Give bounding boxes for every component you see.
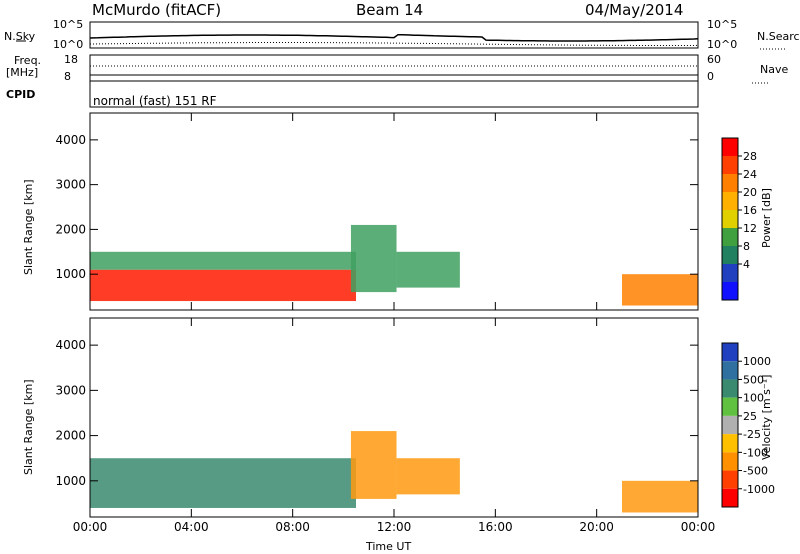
velocity-colorbar-cell-5 (722, 434, 738, 453)
cpid-value: normal (fast) 151 RF (93, 94, 217, 108)
power-colorbar-cell-2 (722, 174, 738, 192)
time-tick-label-4: 16:00 (478, 520, 513, 534)
velocity-colorbar-label-0: 1000 (743, 355, 771, 368)
freq-tick-bottom: 8 (64, 70, 71, 83)
power-colorbar-cell-3 (722, 192, 738, 210)
freq-panel-frame (89, 54, 699, 82)
noise-tick-right-top: 10^5 (707, 18, 738, 31)
velocity-ytick-label-0: 4000 (55, 338, 86, 352)
velocity-colorbar-cell-6 (722, 452, 738, 471)
velocity-echo-band-0 (90, 458, 356, 508)
velocity-colorbar-frame (721, 342, 739, 508)
power-echo-band-1 (90, 251, 356, 270)
power-colorbar-label-0: 28 (743, 150, 757, 163)
nsky-label: N.Sky (4, 30, 36, 43)
velocity-echo-band-3 (622, 480, 698, 513)
velocity-echo-band-1 (350, 431, 397, 499)
velocity-colorbar-cell-7 (722, 470, 738, 489)
time-tick-label-3: 12:00 (377, 520, 412, 534)
velocity-ytick-label-2: 2000 (55, 429, 86, 443)
nsearch-trace (90, 42, 699, 46)
velocity-colorbar-label-4: -25 (743, 428, 761, 441)
velocity-echo-band-2 (396, 458, 460, 495)
velocity-ytick-label-1: 3000 (55, 383, 86, 397)
freq-tick-top: 18 (64, 53, 78, 66)
cpid-label: CPID (6, 88, 36, 101)
power-colorbar-cell-0 (722, 138, 738, 156)
power-colorbar-cell-6 (722, 246, 738, 264)
time-tick-label-0: 00:00 (73, 520, 108, 534)
power-ytick-label-1: 3000 (55, 178, 86, 192)
power-colorbar-cell-1 (722, 156, 738, 174)
power-colorbar-label-2: 20 (743, 186, 757, 199)
nsearch-label: N.Search (757, 30, 800, 43)
velocity-colorbar-cell-3 (722, 397, 738, 416)
velocity-colorbar-label-2: 100 (743, 392, 764, 405)
power-colorbar-cell-4 (722, 210, 738, 228)
power-echo-band-4 (622, 274, 698, 306)
velocity-colorbar-label-1: 500 (743, 373, 764, 386)
freq-label: Freq. (14, 54, 42, 67)
power-ytick-label-3: 1000 (55, 267, 86, 281)
noise-tick-left-top: 10^5 (53, 18, 84, 31)
power-ytick-label-0: 4000 (55, 133, 86, 147)
power-colorbar-cell-5 (722, 228, 738, 246)
power-colorbar-cell-7 (722, 264, 738, 282)
nsky-trace (89, 33, 699, 42)
velocity-colorbar-label-6: -500 (743, 465, 768, 478)
power-echo-band-3 (396, 251, 460, 288)
velocity-colorbar-cell-1 (722, 361, 738, 380)
power-colorbar-label-6: 4 (743, 258, 750, 271)
cpid-panel-frame (89, 80, 699, 108)
power-colorbar-label-1: 24 (743, 168, 757, 181)
nave-label: Nave (760, 63, 789, 76)
noise-tick-left-bottom: 10^0 (53, 38, 84, 51)
velocity-colorbar-cell-8 (722, 488, 738, 507)
beam-title: Beam 14 (356, 1, 424, 19)
nave-tick-bottom: 0 (707, 70, 714, 83)
velocity-colorbar-cell-0 (722, 343, 738, 362)
nave-tick-top: 60 (707, 53, 721, 66)
velocity-ytick-label-3: 1000 (55, 474, 86, 488)
time-xlabel: Time UT (366, 540, 412, 553)
velocity-colorbar-cell-2 (722, 379, 738, 398)
velocity-colorbar-cell-4 (722, 415, 738, 435)
freq-unit: [MHz] (6, 66, 39, 79)
power-colorbar-label-3: 16 (743, 204, 757, 217)
velocity-colorbar-label-5: -100 (743, 446, 768, 459)
power-colorbar-label-5: 8 (743, 240, 750, 253)
power-echo-band-0 (90, 269, 356, 302)
time-tick-label-1: 04:00 (174, 520, 209, 534)
power-colorbar-frame (721, 137, 739, 301)
noise-tick-right-bottom: 10^0 (707, 38, 738, 51)
power-colorbar-cell-8 (722, 282, 738, 300)
time-tick-label-6: 00:00 (681, 520, 716, 534)
velocity-colorbar-label-3: 25 (743, 410, 757, 423)
date-title: 04/May/2014 (585, 1, 684, 19)
time-tick-label-5: 20:00 (579, 520, 614, 534)
power-colorbar-label-4: 12 (743, 222, 757, 235)
power-ytick-label-2: 2000 (55, 222, 86, 236)
velocity-colorbar-label-7: -1000 (743, 483, 775, 496)
time-tick-label-2: 08:00 (275, 520, 310, 534)
noise-panel-frame (89, 21, 699, 49)
power-echo-band-2 (350, 224, 397, 293)
station-title: McMurdo (fitACF) (92, 1, 222, 19)
